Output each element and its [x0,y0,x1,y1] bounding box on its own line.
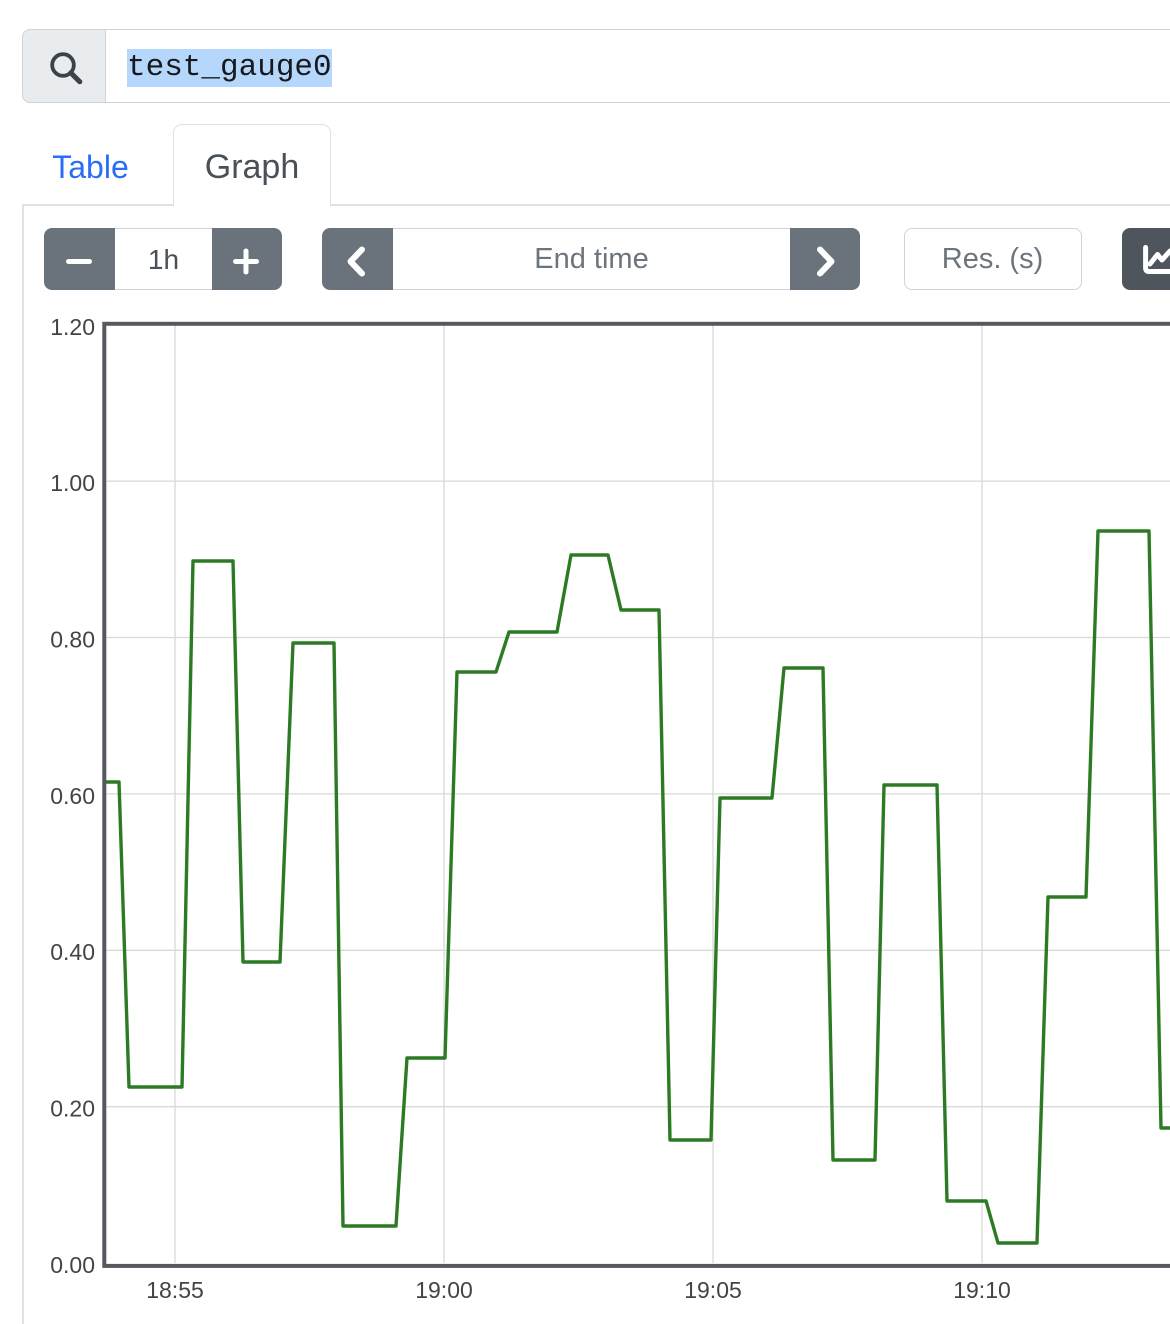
svg-text:0.00: 0.00 [50,1252,95,1278]
svg-text:19:00: 19:00 [415,1277,473,1303]
svg-text:19:05: 19:05 [684,1277,742,1303]
svg-text:1.00: 1.00 [50,470,95,496]
svg-text:18:55: 18:55 [146,1277,204,1303]
svg-text:0.40: 0.40 [50,939,95,965]
svg-text:0.20: 0.20 [50,1096,95,1122]
svg-text:1.20: 1.20 [50,314,95,340]
svg-text:0.60: 0.60 [50,783,95,809]
svg-text:19:10: 19:10 [953,1277,1011,1303]
svg-text:0.80: 0.80 [50,627,95,653]
